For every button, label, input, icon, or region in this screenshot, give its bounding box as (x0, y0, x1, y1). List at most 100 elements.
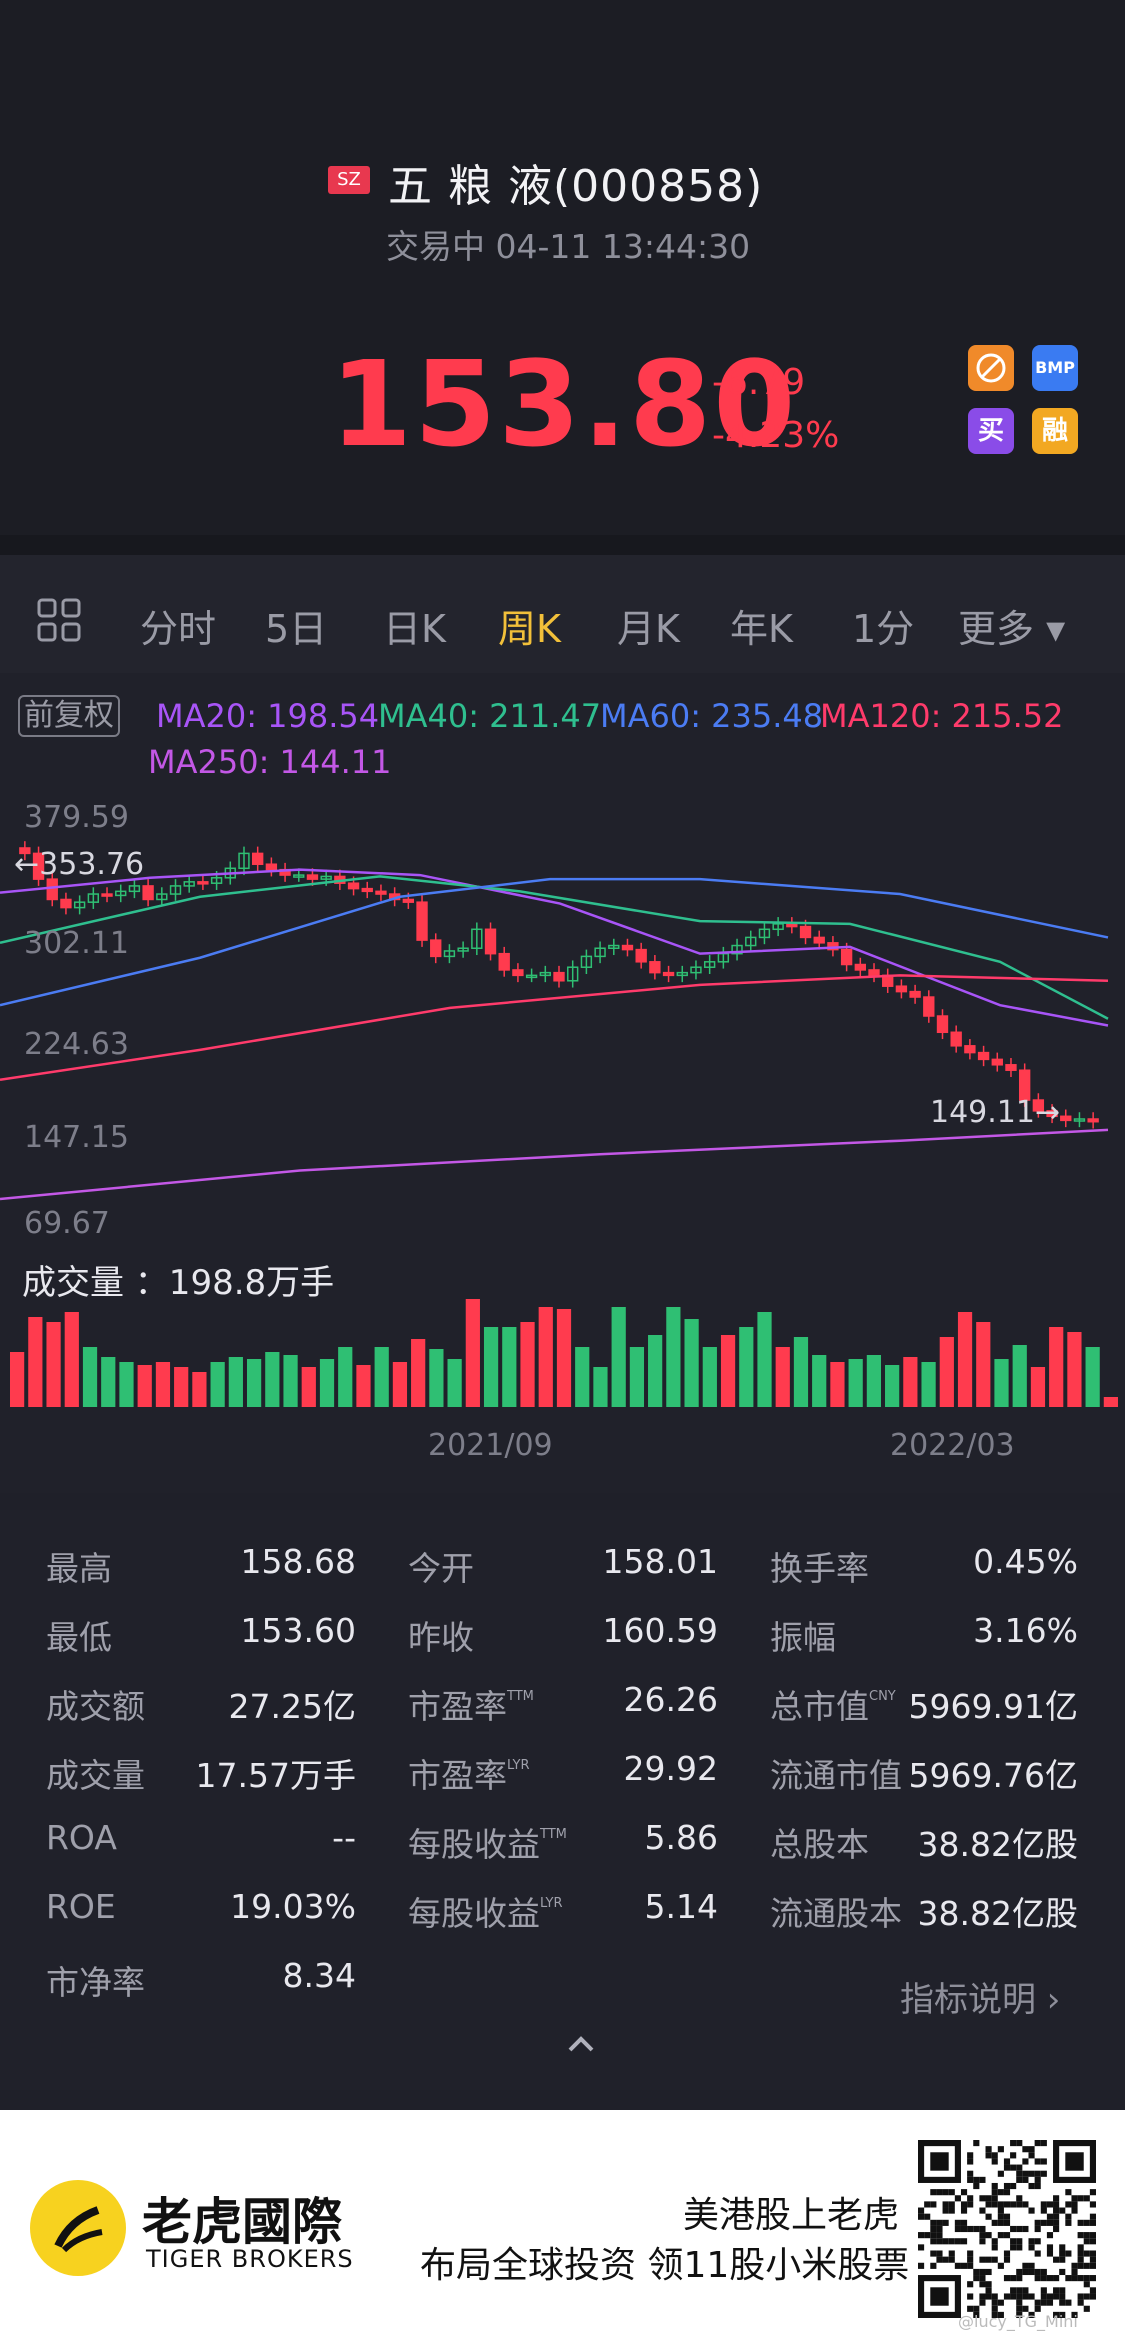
candle (662, 971, 675, 977)
volume-bar (1103, 1397, 1118, 1407)
ma-line (0, 868, 1109, 1027)
stat-value: 5.86 (644, 1818, 718, 1857)
tab-daily[interactable]: 日K (383, 607, 446, 651)
stat-label: 昨收 (408, 1618, 474, 1657)
brand-name-en: TIGER BROKERS (146, 2245, 354, 2273)
bmp-badge[interactable]: BMP (1032, 345, 1078, 391)
candle (1073, 1118, 1086, 1122)
stat-label: 今开 (408, 1549, 474, 1588)
candle (1046, 1110, 1058, 1118)
volume-bar (356, 1365, 371, 1407)
chevron-up-icon[interactable] (566, 2030, 596, 2060)
candle (498, 952, 510, 971)
stat-label: 每股收益LYR (408, 1894, 563, 1933)
volume-bar (921, 1362, 936, 1407)
volume-bar (793, 1337, 809, 1407)
tab-5day[interactable]: 5日 (265, 607, 328, 651)
volume-bar (392, 1362, 408, 1407)
candle (525, 974, 538, 979)
y-tick: 69.67 (24, 1206, 110, 1241)
margin-badge[interactable]: 融 (1032, 408, 1078, 454)
ma120-label: MA120: 215.52 (820, 697, 1064, 735)
no-fee-icon[interactable] (968, 345, 1014, 391)
volume-bar (64, 1312, 79, 1407)
candle (923, 996, 935, 1017)
volume-bar (10, 1352, 25, 1407)
stat-value: 160.59 (602, 1611, 718, 1650)
y-tick: 302.11 (24, 926, 129, 961)
volume-bar (575, 1347, 590, 1407)
candle (238, 852, 250, 870)
stat-value: 27.25亿 (228, 1687, 356, 1726)
volume-bar (265, 1352, 280, 1407)
volume-bar (666, 1307, 681, 1407)
volume-bar (520, 1322, 535, 1407)
grid-icon[interactable] (36, 597, 82, 643)
stats-panel (0, 1510, 1125, 2090)
candle (840, 948, 853, 966)
candle (731, 944, 743, 955)
volume-bar (210, 1362, 225, 1407)
tab-1min[interactable]: 1分 (852, 607, 915, 651)
stat-value: 29.92 (623, 1749, 718, 1788)
candle (32, 852, 45, 880)
candle (101, 893, 113, 897)
candle (60, 898, 72, 909)
tab-monthly[interactable]: 月K (617, 607, 680, 651)
volume-bar (939, 1337, 954, 1407)
candle (197, 881, 209, 885)
low-marker: 149.11→ (930, 1095, 1061, 1130)
candle (361, 887, 373, 893)
candle (758, 928, 771, 939)
stat-label: 换手率 (770, 1549, 869, 1588)
tab-weekly[interactable]: 周K (498, 607, 561, 651)
adjust-toggle[interactable]: 前复权 (18, 695, 120, 737)
volume-bar (720, 1335, 736, 1407)
candle (991, 1058, 1003, 1066)
volume-bar (757, 1312, 772, 1407)
tab-yearly[interactable]: 年K (730, 607, 793, 651)
qr-code[interactable] (918, 2140, 1096, 2318)
stat-label: 最高 (46, 1549, 112, 1588)
candle (457, 947, 469, 952)
volume-bar (866, 1355, 882, 1407)
y-tick: 147.15 (24, 1120, 129, 1155)
candle (265, 863, 278, 871)
ma-line (0, 877, 1109, 1007)
buy-badge[interactable]: 买 (968, 408, 1014, 454)
candle (539, 971, 551, 977)
candle (293, 874, 305, 878)
volume-bar (812, 1355, 827, 1407)
stat-label: 市盈率LYR (408, 1756, 530, 1795)
volume-bar (374, 1347, 389, 1407)
volume-bar (192, 1372, 207, 1407)
ma-line (0, 875, 1109, 1020)
ad-line-1: 美港股上老虎 (683, 2195, 900, 2236)
candlestick-plot (0, 841, 1109, 1201)
volume-bar (246, 1359, 262, 1407)
stat-value: 5969.91亿 (908, 1687, 1078, 1726)
stat-value: 19.03% (230, 1887, 356, 1926)
tab-more[interactable]: 更多 ▾ (958, 607, 1066, 651)
volume-bar (976, 1322, 991, 1407)
ma60-label: MA60: 235.48 (600, 697, 824, 735)
quote-header (0, 0, 1125, 535)
candle (430, 939, 442, 958)
candle (471, 928, 483, 950)
candle (512, 969, 524, 977)
volume-bar (155, 1362, 171, 1407)
stat-label: ROA (46, 1818, 117, 1857)
candle (772, 923, 784, 931)
tab-intraday[interactable]: 分时 (140, 607, 217, 651)
indicator-explain-link[interactable]: 指标说明 › (900, 1980, 1061, 2020)
candle (649, 961, 661, 974)
candle (1087, 1118, 1099, 1123)
stat-label: 市净率 (46, 1963, 145, 2002)
stat-label: 每股收益TTM (408, 1825, 567, 1864)
candle (306, 874, 319, 880)
candle (210, 877, 223, 884)
candle (786, 923, 798, 928)
volume-bar (429, 1349, 444, 1407)
volume-bar (465, 1299, 480, 1407)
candle (115, 890, 127, 897)
